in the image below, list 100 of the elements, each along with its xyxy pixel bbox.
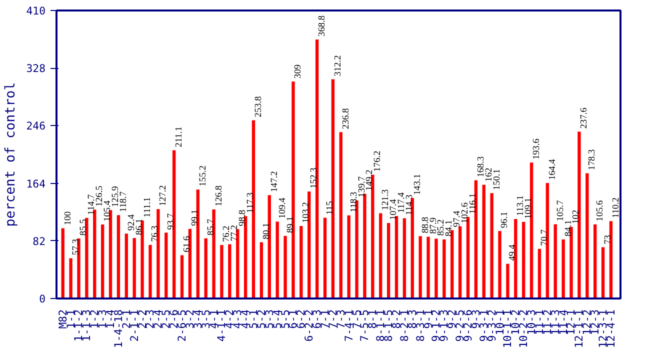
bar [156, 209, 160, 298]
data-label: 162 [484, 167, 494, 182]
bar [522, 222, 526, 298]
bar [260, 242, 264, 298]
data-label: 86.1 [134, 218, 145, 236]
data-label: 237.6 [580, 107, 590, 129]
data-label: 85.7 [206, 218, 216, 236]
bar [434, 238, 438, 298]
data-label: 89.1 [286, 216, 296, 233]
bar [93, 210, 96, 298]
bar [140, 220, 144, 298]
bar [85, 218, 88, 298]
data-label: 102 [572, 210, 582, 224]
y-tick-label: 0 [39, 292, 46, 306]
y-tick-label: 328 [26, 62, 46, 76]
y-tick-label: 246 [26, 120, 46, 133]
data-label: 117.4 [396, 192, 407, 214]
bar [116, 215, 120, 298]
bar [593, 224, 597, 298]
data-label: 115 [325, 200, 336, 215]
data-label: 118.7 [118, 191, 129, 212]
bar [442, 239, 446, 298]
bar [546, 183, 550, 298]
bar [458, 226, 462, 298]
data-label: 88.8 [420, 216, 431, 234]
bar [108, 210, 112, 298]
data-label: 105.7 [556, 200, 566, 222]
bar [69, 258, 72, 298]
bar [514, 219, 518, 298]
data-label: 103.2 [302, 202, 312, 224]
bar [315, 39, 319, 298]
bar [450, 230, 454, 298]
data-label: 312.2 [333, 54, 344, 76]
data-label: 236.8 [341, 108, 352, 130]
bar [482, 184, 486, 298]
data-label: 73 [604, 234, 614, 244]
data-label: 99.1 [190, 209, 200, 226]
bar [474, 180, 478, 298]
bar [466, 216, 470, 298]
data-label: 114.3 [404, 194, 415, 216]
bar [252, 120, 256, 298]
data-label: 84.1 [564, 220, 574, 236]
bar [331, 79, 335, 298]
bar [538, 248, 542, 298]
data-label: 49.4 [508, 244, 518, 261]
y-tick-label: 410 [26, 4, 46, 18]
bar [410, 198, 414, 298]
bar [578, 132, 581, 298]
data-label: 253.8 [254, 96, 264, 118]
bar [386, 223, 390, 298]
bar [164, 232, 168, 298]
bar [180, 255, 184, 298]
data-label: 126.5 [95, 185, 106, 207]
data-label: 168.3 [476, 156, 486, 178]
data-label: 110.2 [611, 197, 622, 218]
bar [554, 224, 557, 298]
bar [418, 236, 422, 298]
data-label: 70.7 [540, 229, 550, 246]
bar [402, 218, 406, 298]
data-label: 368.8 [318, 15, 328, 36]
bar [204, 238, 208, 298]
data-label: 211.1 [174, 126, 185, 148]
y-tick-label: 164 [26, 177, 46, 190]
bar [77, 238, 80, 298]
data-label: 92.4 [126, 214, 137, 231]
data-label: 155.2 [198, 165, 208, 186]
bar [586, 173, 589, 298]
bar [276, 222, 279, 298]
bar [394, 216, 398, 298]
bar [609, 221, 613, 298]
data-label: 61.6 [182, 236, 193, 252]
data-label: 116.1 [468, 192, 478, 214]
data-label: 150.1 [492, 168, 502, 190]
bar [490, 193, 494, 298]
data-label: 105.6 [596, 200, 606, 222]
bar [61, 228, 64, 298]
data-label: 76.3 [150, 225, 161, 242]
data-label: 139.7 [357, 176, 368, 198]
bar [323, 218, 327, 298]
bar [132, 238, 136, 298]
bar [601, 247, 605, 298]
bar [292, 81, 295, 298]
data-label: 152.3 [310, 167, 320, 189]
bar [530, 162, 534, 298]
data-label: 147.2 [270, 170, 280, 192]
bar [371, 174, 374, 298]
bar [379, 213, 382, 298]
data-label: 149.2 [365, 169, 376, 191]
data-label: 127.2 [158, 184, 169, 206]
bar [498, 230, 502, 298]
data-label: 193.6 [532, 138, 542, 160]
data-label: 98.8 [238, 209, 248, 226]
y-tick-label: 82 [32, 234, 46, 248]
data-label: 143.1 [412, 174, 423, 195]
data-label: 164.4 [548, 158, 558, 180]
bar [124, 234, 128, 298]
bar [339, 132, 342, 298]
data-label: 87.9 [428, 217, 439, 234]
bar [506, 264, 510, 298]
data-label: 309 [294, 64, 304, 78]
